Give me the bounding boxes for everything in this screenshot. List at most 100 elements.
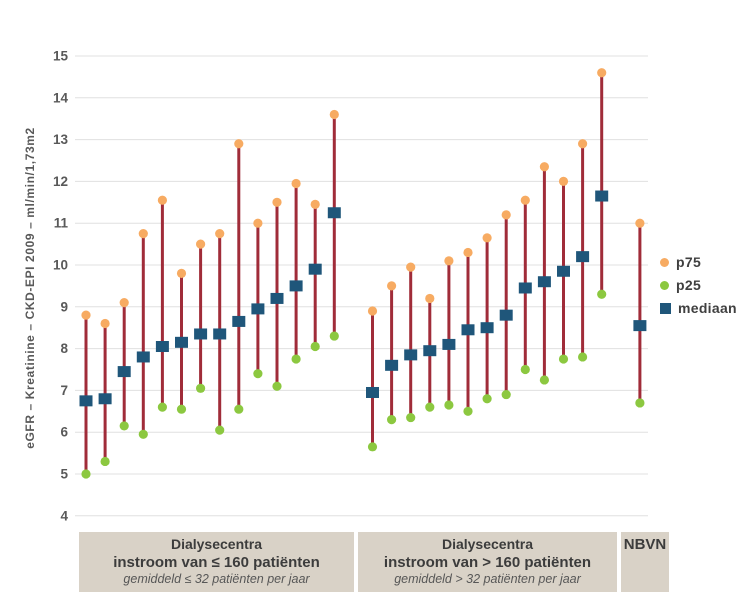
p25-legend-icon — [660, 280, 669, 290]
p75-dot — [176, 268, 187, 278]
y-tick-label: 9 — [60, 299, 68, 314]
median-marker — [557, 265, 570, 277]
median-marker — [461, 324, 475, 336]
legend-label: p75 — [676, 254, 702, 270]
median-marker — [289, 280, 303, 292]
p25-dot — [444, 400, 454, 410]
group-label-line1: NBVN — [623, 536, 667, 553]
legend-item-mediaan: mediaan — [660, 300, 737, 316]
p25-dot — [272, 381, 282, 391]
median-marker — [633, 320, 647, 332]
group-label-line3: gemiddeld ≤ 32 patiënten per jaar — [123, 572, 310, 587]
p75-legend-icon — [660, 257, 669, 267]
p75-dot — [234, 139, 244, 149]
y-tick-label: 4 — [60, 508, 68, 523]
p75-dot — [119, 298, 129, 308]
group-label-line3: gemiddeld > 32 patiënten per jaar — [394, 572, 581, 587]
median-marker — [155, 341, 169, 353]
p25-dot — [539, 375, 550, 385]
p25-dot — [463, 406, 473, 416]
median-marker — [327, 207, 341, 219]
p25-dot — [81, 469, 91, 479]
median-marker — [79, 395, 93, 407]
median-marker — [98, 393, 112, 405]
legend-label: mediaan — [678, 300, 737, 316]
median-marker — [537, 276, 551, 288]
p25-dot — [215, 425, 225, 435]
p75-dot — [196, 239, 206, 249]
group-label-line1: Dialysecentra — [441, 536, 534, 553]
p75-dot — [367, 306, 378, 316]
legend: p75 p25 mediaan — [660, 254, 737, 316]
p75-dot — [100, 318, 110, 329]
median-marker — [232, 315, 246, 327]
p75-dot — [539, 162, 550, 172]
median-marker — [404, 349, 418, 361]
p75-dot — [578, 139, 588, 149]
p75-dot — [463, 247, 473, 258]
p75-dot — [81, 310, 91, 320]
p25-dot — [425, 402, 435, 412]
group-label-line2: instroom van ≤ 160 patiënten — [113, 553, 320, 571]
p75-dot — [329, 109, 339, 120]
p75-dot — [310, 199, 320, 209]
median-marker — [194, 328, 208, 340]
median-marker — [366, 386, 379, 398]
p25-dot — [597, 289, 607, 299]
median-marker — [442, 338, 456, 350]
p25-dot — [578, 352, 588, 362]
p75-dot — [272, 197, 282, 207]
group-label-line1: Dialysecentra — [170, 536, 263, 553]
p25-dot — [100, 456, 110, 467]
p75-dot — [444, 256, 454, 266]
y-tick-label: 11 — [54, 216, 69, 231]
p25-dot — [310, 341, 320, 352]
median-marker — [499, 309, 513, 321]
p75-dot — [291, 178, 301, 189]
p75-dot — [215, 229, 225, 239]
p25-dot — [367, 442, 378, 452]
y-tick-label: 8 — [60, 341, 68, 356]
y-tick-label: 13 — [53, 132, 69, 147]
p25-dot — [387, 415, 397, 425]
p75-dot — [425, 293, 435, 304]
group-label-line2: instroom van > 160 patiënten — [383, 553, 592, 571]
p75-dot — [635, 218, 645, 228]
median-marker — [595, 190, 609, 202]
y-tick-label: 6 — [60, 425, 68, 440]
p25-dot — [406, 412, 416, 423]
p25-dot — [558, 354, 569, 364]
legend-item-p75: p75 — [660, 254, 737, 270]
p75-dot — [138, 229, 148, 239]
y-tick-label: 5 — [60, 467, 68, 482]
p75-dot — [597, 68, 607, 78]
group-label-large-centers: Dialysecentra instroom van > 160 patiënt… — [358, 532, 617, 592]
y-tick-label: 15 — [53, 49, 69, 64]
p25-dot — [196, 383, 206, 393]
median-marker — [480, 322, 494, 334]
p25-dot — [520, 364, 530, 375]
median-marker — [518, 282, 532, 294]
p75-dot — [482, 233, 492, 243]
group-label-small-centers: Dialysecentra instroom van ≤ 160 patiënt… — [79, 532, 354, 592]
median-marker — [117, 366, 131, 378]
median-marker — [270, 292, 284, 304]
p25-dot — [329, 331, 339, 341]
median-marker — [385, 359, 399, 371]
y-tick-label: 7 — [60, 383, 68, 398]
legend-label: p25 — [676, 277, 702, 293]
p25-dot — [119, 421, 129, 431]
p75-dot — [520, 195, 530, 205]
median-marker — [136, 351, 150, 363]
y-tick-label: 14 — [53, 90, 69, 105]
median-marker — [175, 336, 188, 348]
group-label-nbvn: NBVN — [621, 532, 669, 592]
p75-dot — [558, 176, 569, 186]
p75-dot — [501, 210, 511, 220]
p75-dot — [157, 195, 167, 205]
y-tick-label: 10 — [53, 258, 68, 273]
p75-dot — [253, 218, 263, 228]
p25-dot — [157, 402, 167, 412]
p25-dot — [138, 429, 148, 439]
